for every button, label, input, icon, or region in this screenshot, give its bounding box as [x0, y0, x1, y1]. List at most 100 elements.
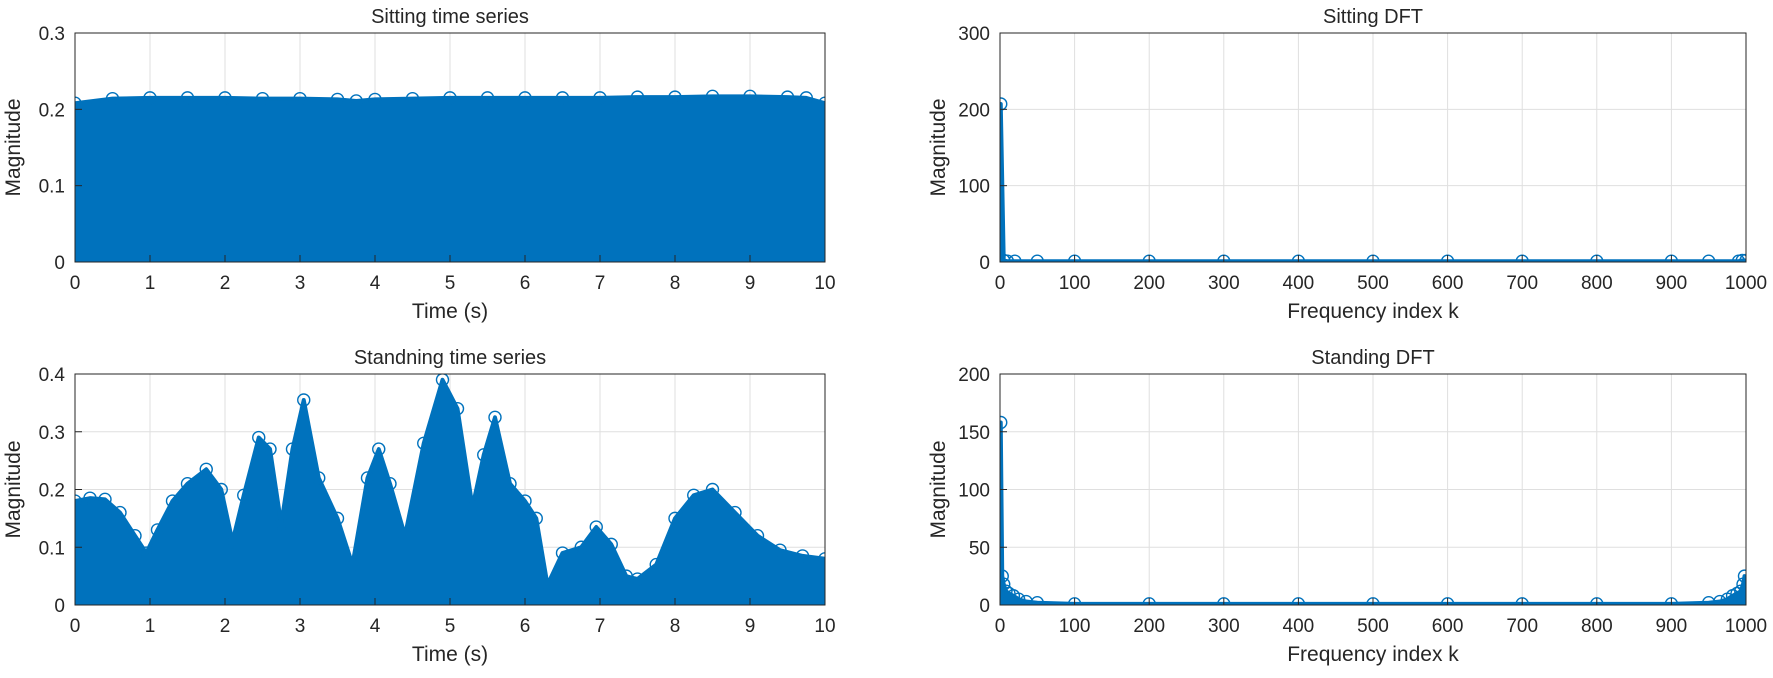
data-point	[255, 91, 270, 106]
x-tick-label: 7	[595, 616, 606, 637]
data-point	[1713, 594, 1727, 605]
x-tick-label: 5	[445, 616, 456, 637]
data-point	[518, 494, 532, 508]
data-point	[480, 91, 495, 105]
y-tick-label: 0.3	[39, 24, 65, 45]
data-point	[488, 410, 502, 425]
x-tick-label: 0	[70, 273, 81, 294]
chart-title: Standing DFT	[1311, 347, 1434, 369]
data-point	[435, 374, 450, 387]
data-point	[443, 91, 457, 105]
data-point	[589, 520, 603, 534]
x-tick-label: 6	[520, 273, 531, 294]
data-point	[139, 546, 153, 560]
subplot-sitting-dft: 0 100 200 300 400 500 600 700 800 900 1000 0 100 200 3…	[927, 6, 1767, 323]
data-point	[218, 91, 232, 105]
y-tick-label: 0.3	[39, 423, 65, 444]
data-point	[214, 482, 228, 497]
x-tick-label: 4	[370, 273, 381, 294]
data-point	[383, 477, 397, 491]
y-axis-label: Magnitude	[927, 440, 950, 538]
data-point	[818, 96, 825, 110]
data-point	[687, 488, 701, 502]
x-axis-label: Time (s)	[412, 300, 488, 323]
data-point	[477, 448, 491, 462]
x-tick-label: 10	[814, 616, 835, 637]
x-tick-label: 7	[595, 273, 606, 294]
y-tick-label: 150	[958, 423, 990, 444]
data-point	[818, 552, 825, 566]
data-point	[1739, 586, 1746, 601]
x-tick-label: 9	[745, 616, 756, 637]
y-tick-label: 0.1	[39, 177, 65, 198]
y-tick-label: 0	[979, 253, 990, 274]
x-tick-label: 800	[1581, 616, 1613, 637]
y-tick-label: 50	[969, 538, 990, 559]
x-tick-label: 500	[1357, 273, 1389, 294]
x-tick-label: 2	[220, 616, 231, 637]
y-tick-label: 0.2	[39, 100, 65, 121]
x-tick-label: 800	[1581, 273, 1613, 294]
data-point	[574, 540, 588, 554]
y-tick-label: 0	[979, 596, 990, 617]
data-series	[75, 89, 825, 262]
data-point	[349, 94, 363, 108]
data-point	[1000, 584, 1013, 598]
data-point	[345, 557, 360, 572]
x-tick-label: 400	[1283, 273, 1315, 294]
x-tick-label: 500	[1357, 616, 1389, 637]
x-tick-label: 10	[814, 273, 835, 294]
x-tick-label: 8	[670, 273, 681, 294]
chart-title: Sitting time series	[371, 6, 529, 28]
data-point	[518, 91, 532, 105]
data-point	[540, 578, 555, 592]
x-tick-label: 4	[370, 616, 381, 637]
data-point	[668, 511, 682, 526]
x-tick-label: 700	[1506, 616, 1538, 637]
y-axis-label: Magnitude	[2, 440, 25, 538]
subplot-standing-dft: 0 100 200 300 400 500 600 700 800 900 1000 0 50 100 15…	[927, 347, 1767, 666]
data-point	[417, 436, 431, 450]
data-point	[465, 500, 480, 514]
y-tick-label: 0.2	[39, 481, 65, 502]
data-point	[705, 89, 720, 104]
x-tick-label: 1000	[1725, 616, 1767, 637]
x-tick-label: 200	[1133, 616, 1165, 637]
data-point	[668, 90, 682, 104]
x-tick-label: 2	[220, 273, 231, 294]
x-tick-label: 200	[1133, 273, 1165, 294]
data-point	[750, 529, 765, 543]
data-point	[728, 505, 742, 520]
data-point	[252, 430, 266, 445]
x-tick-label: 6	[520, 616, 531, 637]
data-point	[1735, 253, 1746, 262]
data-point	[450, 401, 465, 416]
y-tick-label: 200	[958, 365, 990, 386]
data-point	[1000, 253, 1011, 262]
x-tick-label: 3	[295, 616, 306, 637]
x-tick-label: 0	[70, 616, 81, 637]
data-point	[705, 482, 720, 497]
data-point	[780, 90, 795, 104]
y-tick-label: 100	[958, 481, 990, 502]
x-tick-label: 1	[145, 616, 156, 637]
data-point	[593, 91, 607, 105]
data-point	[83, 491, 97, 505]
x-tick-label: 600	[1432, 273, 1464, 294]
data-point	[75, 494, 82, 508]
data-point	[98, 492, 112, 507]
data-point	[405, 91, 420, 106]
y-tick-label: 0.4	[39, 365, 66, 386]
data-point	[1000, 97, 1008, 111]
data-point	[165, 494, 180, 508]
data-point	[180, 91, 195, 105]
data-point	[630, 90, 645, 104]
data-point	[604, 537, 618, 552]
data-point	[75, 96, 82, 110]
x-tick-label: 400	[1283, 616, 1315, 637]
x-tick-label: 1000	[1725, 273, 1767, 294]
data-point	[372, 442, 386, 456]
data-point	[113, 505, 127, 520]
data-point	[555, 546, 570, 560]
data-point	[503, 477, 517, 491]
